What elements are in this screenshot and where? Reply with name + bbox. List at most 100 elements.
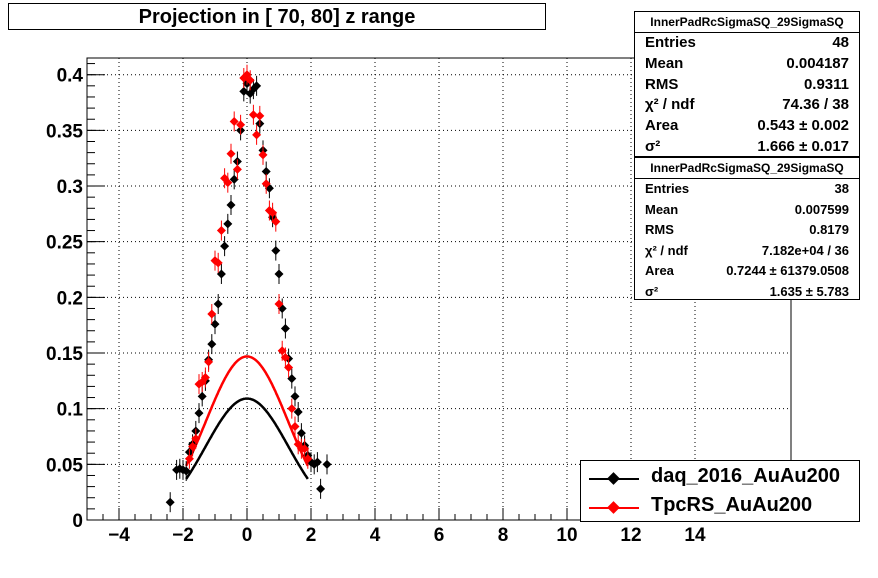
x-tick-label: −4 <box>108 525 130 546</box>
x-tick-label: 12 <box>620 525 641 546</box>
data-point <box>223 219 233 229</box>
data-point <box>322 459 332 469</box>
data-point <box>280 324 290 334</box>
x-tick-label: −2 <box>172 525 194 546</box>
data-point <box>194 408 204 418</box>
data-point <box>261 179 271 189</box>
data-point <box>204 357 214 367</box>
data-point <box>226 149 236 159</box>
y-tick-label: 0.4 <box>57 66 84 87</box>
data-point <box>252 130 262 140</box>
stat-row-entries: Entries 38 <box>645 181 849 196</box>
diamond-marker-icon <box>607 472 620 485</box>
grid <box>87 58 791 521</box>
data-point <box>280 352 290 362</box>
x-tick-label: 6 <box>434 525 445 546</box>
x-tick-label: 14 <box>684 525 706 546</box>
data-point <box>277 346 287 356</box>
data-point <box>290 391 300 401</box>
data-point <box>213 258 223 268</box>
y-tick-label: 0.2 <box>57 288 83 309</box>
legend-entry-daq: daq_2016_AuAu200 <box>581 463 859 493</box>
data-point <box>274 299 284 309</box>
data-point <box>200 373 210 383</box>
data-point <box>210 319 220 329</box>
legend-entry-tpcrs: TpcRS_AuAu200 <box>581 492 859 522</box>
x-tick-label: 8 <box>498 525 509 546</box>
x-tick-label: 4 <box>370 525 381 546</box>
data-point <box>274 269 284 279</box>
data-point <box>220 241 230 251</box>
data-point <box>207 339 217 349</box>
data-point <box>207 309 217 319</box>
data-point <box>268 208 278 218</box>
data-point <box>229 174 239 184</box>
stat-row-mean: Mean 0.004187 <box>645 54 849 72</box>
stat-row-rms: RMS 0.9311 <box>645 75 849 93</box>
stat-row-mean: Mean 0.007599 <box>645 201 849 217</box>
data-point <box>191 434 201 444</box>
stat-row-entries: Entries 48 <box>645 34 849 51</box>
data-point <box>312 457 322 467</box>
diamond-marker-icon <box>607 501 620 514</box>
data-point <box>261 167 271 177</box>
data-point <box>184 454 194 464</box>
y-tick-label: 0.3 <box>57 177 83 198</box>
data-point <box>245 75 255 85</box>
data-point <box>296 428 306 438</box>
x-tick-label: 0 <box>242 525 253 546</box>
stat-row-sigma2: σ² 1.635 ± 5.783 <box>645 283 849 299</box>
data-point <box>236 120 246 130</box>
stat-row-area: Area 0.7244 ± 61379.0508 <box>645 263 849 278</box>
y-tick-label: 0.25 <box>46 233 83 254</box>
tick-labels: −4 −2 0 2 4 6 8 10 12 14 0 0.05 0.1 0.15 0.2 0.25 0.3 0.3… <box>46 66 706 546</box>
data-point <box>252 81 262 91</box>
data-point <box>232 164 242 174</box>
legend-label-daq: daq_2016_AuAu200 <box>651 465 840 487</box>
data-point <box>293 407 303 417</box>
stat-row-chi2: χ² / ndf 74.36 / 38 <box>645 96 849 114</box>
chart-title: Projection in [ 70, 80] z range <box>8 3 546 30</box>
data-point <box>271 217 281 227</box>
data-point <box>271 246 281 256</box>
stats-box-tpcrs: InnerPadRcSigmaSQ_29SigmaSQ Entries 38 Me… <box>634 157 860 300</box>
stats-box-name: InnerPadRcSigmaSQ_29SigmaSQ <box>635 158 859 179</box>
data-point <box>181 466 191 476</box>
data-point <box>188 442 198 452</box>
fit-curves <box>185 355 309 480</box>
data-point <box>284 362 294 372</box>
data-point <box>248 110 258 120</box>
data-point <box>226 200 236 210</box>
stat-row-sigma2: σ² 1.666 ± 0.017 <box>645 137 849 155</box>
legend: daq_2016_AuAu200 TpcRS_AuAu200 <box>580 460 860 522</box>
y-tick-label: 0.15 <box>46 344 83 365</box>
fit-curve-TpcRS_AuAu200 <box>185 355 309 467</box>
data-point <box>303 454 313 464</box>
data-point <box>213 299 223 309</box>
y-tick-label: 0.05 <box>46 455 83 476</box>
stat-row-rms: RMS 0.8179 <box>645 222 849 237</box>
y-tick-label: 0 <box>72 511 83 532</box>
data-point <box>258 150 268 160</box>
legend-label-tpcrs: TpcRS_AuAu200 <box>651 494 813 516</box>
y-tick-label: 0.1 <box>57 400 84 421</box>
data-points <box>165 64 332 513</box>
data-point <box>287 374 297 384</box>
stats-box-name: InnerPadRcSigmaSQ_29SigmaSQ <box>635 12 859 33</box>
y-tick-label: 0.35 <box>46 121 83 142</box>
x-tick-label: 10 <box>556 525 577 546</box>
data-point <box>165 497 175 507</box>
data-point <box>229 116 239 126</box>
fit-curve-daq_2016_AuAu200 <box>185 397 309 480</box>
data-point <box>287 404 297 414</box>
stat-row-area: Area 0.543 ± 0.002 <box>645 117 849 135</box>
data-point <box>197 391 207 401</box>
stat-row-chi2: χ² / ndf 7.182e+04 / 36 <box>645 242 849 258</box>
data-point <box>316 484 326 494</box>
stats-box-daq: InnerPadRcSigmaSQ_29SigmaSQ Entries 48 Me… <box>634 11 860 157</box>
data-point <box>290 421 300 431</box>
data-point <box>255 111 265 121</box>
x-tick-label: 2 <box>306 525 317 546</box>
data-point <box>216 226 226 236</box>
